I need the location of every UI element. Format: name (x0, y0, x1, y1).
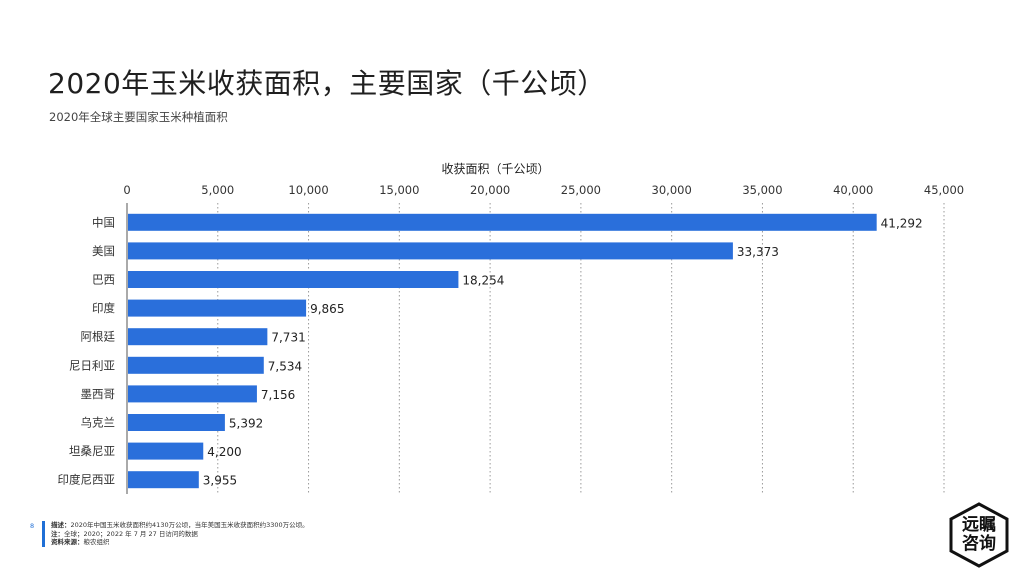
bar (128, 414, 225, 431)
x-tick-label: 35,000 (742, 183, 782, 197)
data-label: 3,955 (203, 474, 237, 488)
logo-line-1: 远瞩 (962, 515, 996, 535)
footer-source-text: 粮农组织 (83, 538, 110, 546)
footer-description: 描述：2020年中国玉米收获面积约4130万公顷，当年美国玉米收获面积约3300… (51, 521, 309, 530)
bar (128, 471, 199, 489)
data-label: 7,731 (271, 331, 305, 345)
footer-source-label: 资料来源： (51, 538, 84, 546)
x-tick-label: 20,000 (470, 183, 510, 197)
footer-source: 资料来源：粮农组织 (51, 538, 309, 547)
bar (128, 356, 264, 374)
logo-hexagon-icon (949, 502, 1009, 568)
category-label: 乌克兰 (81, 416, 116, 430)
x-tick-label: 40,000 (833, 183, 873, 197)
x-tick-label: 25,000 (561, 183, 601, 197)
bar (128, 328, 268, 346)
page-number: 8 (30, 522, 35, 530)
category-label: 印度尼西亚 (58, 473, 116, 487)
data-label: 33,373 (737, 245, 779, 259)
footer-note: 注：全球；2020；2022 年 7 月 27 日访问的数据 (51, 530, 309, 539)
category-label: 尼日利亚 (69, 358, 115, 372)
category-label: 坦桑尼亚 (69, 444, 115, 458)
data-label: 18,254 (462, 274, 504, 288)
x-tick-label: 10,000 (288, 183, 328, 197)
footer-notes: 描述：2020年中国玉米收获面积约4130万公顷，当年美国玉米收获面积约3300… (42, 521, 309, 547)
category-label: 巴西 (92, 273, 115, 287)
logo-text: 远瞩 咨询 (948, 502, 1010, 568)
footer-description-text: 2020年中国玉米收获面积约4130万公顷，当年美国玉米收获面积约3300万公顷… (70, 521, 309, 529)
bar (128, 271, 459, 288)
page-title: 2020年玉米收获面积，主要国家（千公顷） (48, 67, 606, 100)
data-label: 7,534 (268, 359, 302, 373)
category-label: 美国 (92, 244, 115, 258)
category-label: 墨西哥 (81, 387, 116, 401)
x-tick-label: 15,000 (379, 183, 419, 197)
data-label: 5,392 (229, 417, 263, 431)
x-tick-label: 0 (123, 183, 130, 197)
footer-note-text: 全球；2020；2022 年 7 月 27 日访问的数据 (64, 529, 198, 538)
data-label: 7,156 (261, 388, 295, 402)
x-tick-label: 5,000 (201, 183, 234, 197)
logo-line-2: 咨询 (962, 534, 996, 554)
footer-description-label: 描述： (51, 521, 71, 529)
bar (128, 242, 733, 260)
footer-note-label: 注： (51, 529, 64, 538)
x-tick-label: 45,000 (924, 183, 964, 197)
page-subtitle: 2020年全球主要国家玉米种植面积 (49, 110, 228, 124)
bar (128, 385, 257, 403)
data-label: 9,865 (310, 302, 344, 316)
category-label: 中国 (92, 215, 115, 229)
bar (128, 299, 307, 317)
category-label: 印度 (92, 301, 115, 315)
company-logo: 远瞩 咨询 (948, 502, 1010, 568)
category-label: 阿根廷 (81, 330, 116, 344)
data-label: 4,200 (207, 445, 241, 459)
x-axis-label: 收获面积（千公顷） (441, 162, 549, 176)
bar (128, 442, 204, 460)
data-label: 41,292 (881, 216, 923, 230)
bar (128, 213, 877, 231)
x-tick-label: 30,000 (652, 183, 692, 197)
